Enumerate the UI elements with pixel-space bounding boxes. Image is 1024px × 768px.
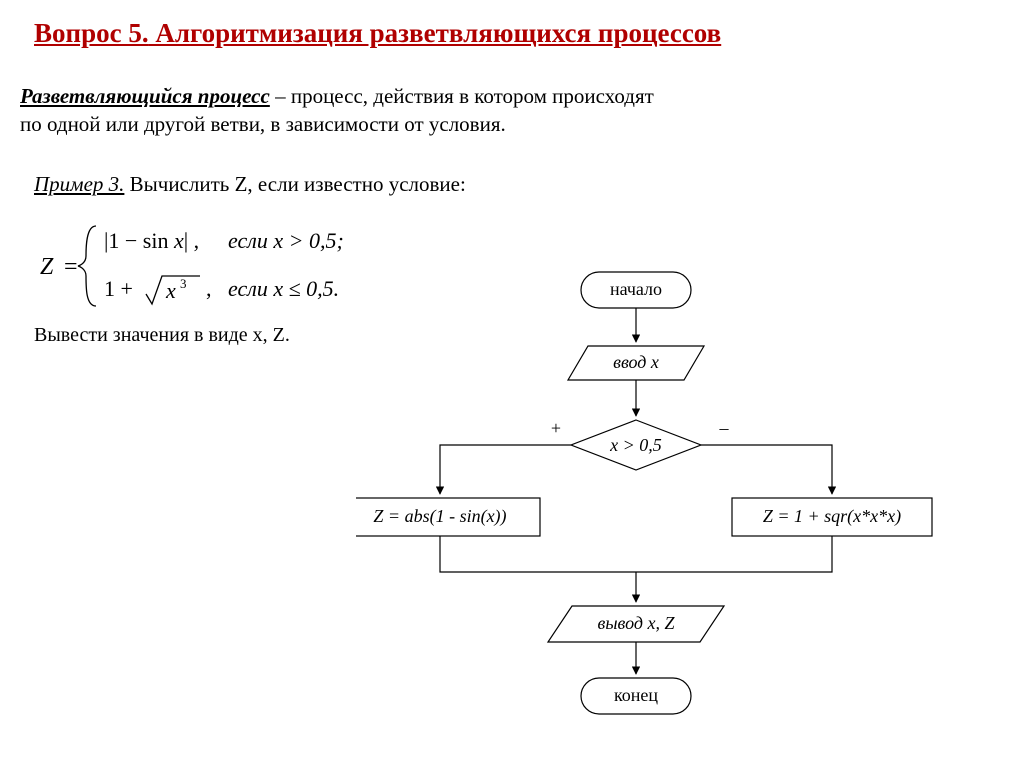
edge <box>440 536 832 572</box>
node-input: ввод x <box>568 346 704 380</box>
node-start-label: начало <box>610 279 662 299</box>
formula-eq: = <box>64 254 78 280</box>
flowchart: начало ввод x x > 0,5 + – <box>356 262 996 752</box>
definition-block: Разветвляющийся процесс – процесс, дейст… <box>20 82 800 139</box>
formula-case1-cond: если x > 0,5; <box>228 228 344 253</box>
node-left-process: Z = abs(1 - sin(x)) <box>356 498 540 536</box>
example-label: Пример 3. <box>34 172 124 196</box>
formula-case2-comma: , <box>206 276 212 301</box>
output-instruction: Вывести значения в виде x, Z. <box>34 324 290 347</box>
node-decision: x > 0,5 <box>571 420 701 470</box>
node-right-process: Z = 1 + sqr(x*x*x) <box>732 498 932 536</box>
formula-case1-expr: |1 − sin x| , <box>104 228 199 253</box>
page-heading: Вопрос 5. Алгоритмизация разветвляющихся… <box>34 18 721 49</box>
node-start: начало <box>581 272 691 308</box>
node-left-label: Z = abs(1 - sin(x)) <box>373 506 506 527</box>
formula-case2-rad-sup: 3 <box>180 276 187 291</box>
formula-case2-cond: если x ≤ 0,5. <box>228 276 339 301</box>
node-end: конец <box>581 678 691 714</box>
formula-lhs: Z <box>40 254 54 280</box>
formula-case2-rad: x <box>165 278 176 303</box>
edge <box>701 445 832 494</box>
node-right-label: Z = 1 + sqr(x*x*x) <box>763 506 901 527</box>
example-line: Пример 3. Вычислить Z, если известно усл… <box>34 172 466 197</box>
definition-rest1: – процесс, действия в котором происходят <box>270 84 654 108</box>
example-rest: Вычислить Z, если известно условие: <box>124 172 465 196</box>
brace-icon <box>78 226 96 306</box>
node-end-label: конец <box>614 685 658 705</box>
branch-minus: – <box>719 418 730 438</box>
definition-rest2: по одной или другой ветви, в зависимости… <box>20 112 506 136</box>
node-decision-label: x > 0,5 <box>609 435 662 455</box>
definition-term: Разветвляющийся процесс <box>20 84 270 108</box>
heading-question: Вопрос 5. <box>34 18 149 48</box>
node-output-label: вывод x, Z <box>598 613 676 633</box>
formula-case2-prefix: 1 + <box>104 276 133 301</box>
node-input-label: ввод x <box>613 352 659 372</box>
node-output: вывод x, Z <box>548 606 724 642</box>
branch-plus: + <box>551 418 561 438</box>
heading-rest: Алгоритмизация разветвляющихся процессов <box>149 18 722 48</box>
edge <box>440 445 571 494</box>
